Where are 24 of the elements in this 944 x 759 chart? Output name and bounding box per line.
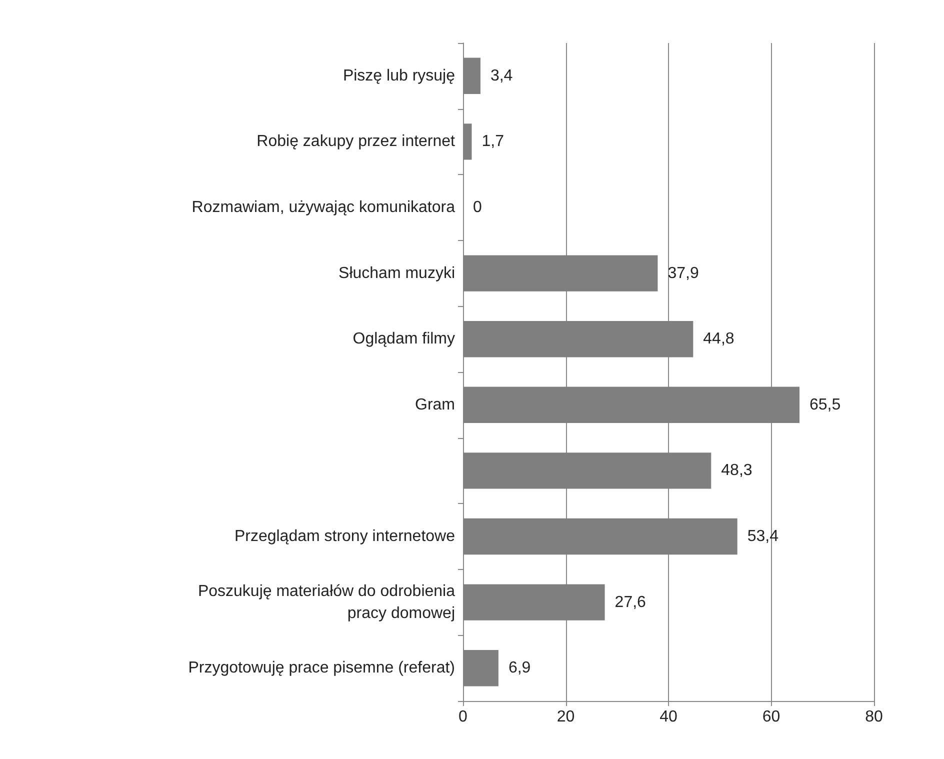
y-tick-label: Gram [415,396,455,414]
data-label: 27,6 [614,594,646,611]
y-tick-label: Poszukuję materiałów do odrobienia pracy domowej [198,582,456,622]
y-tick-label: Piszę lub rysuję [342,67,456,84]
y-tick-label: Robię zakupy przez internet [256,133,456,150]
data-label: 44,8 [703,330,734,348]
y-tick-label: Przeglądam strony internetowe [234,528,456,545]
y-tick-label: Słucham muzyki [338,264,455,282]
x-tick-label: 60 [762,708,780,726]
x-tick-label: 0 [458,708,468,726]
y-tick-label: Przygotowuję prace pisemne (referat) [188,660,455,677]
data-label: 3,4 [490,67,513,84]
data-label: 65,5 [810,396,841,414]
data-label: 0 [473,199,482,216]
data-label: 48,3 [721,462,752,480]
data-label: 53,4 [747,528,779,545]
y-tick-label: Rozmawiam, używając komunikatora [192,199,456,216]
y-tick-label: Oglądam filmy [352,330,455,348]
x-tick-label: 20 [556,708,575,726]
x-tick-label: 40 [660,708,678,726]
data-label: 6,9 [508,660,531,677]
data-label: 1,7 [482,133,504,150]
x-tick-label: 80 [865,708,883,726]
data-label: 37,9 [668,264,699,282]
